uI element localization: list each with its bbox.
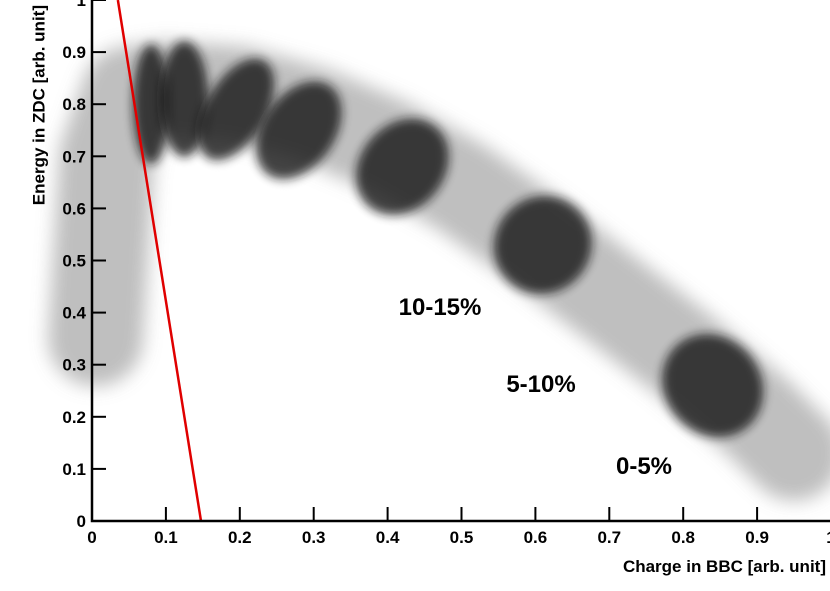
annotation: 10-15% [399,294,482,321]
density-cluster [160,40,209,157]
y-axis-label: Energy in ZDC [arb. unit] [29,5,48,205]
y-tick-label: 0.3 [62,356,86,375]
density-cluster [662,333,764,438]
y-tick-label: 0.5 [62,252,86,271]
x-tick-label: 0.4 [376,528,400,547]
annotation: 5-10% [506,371,575,398]
y-tick-label: 1 [77,0,86,10]
x-tick-label: 0.2 [228,528,252,547]
y-tick-label: 0.2 [62,408,86,427]
x-tick-label: 0.3 [302,528,326,547]
y-tick-label: 0.8 [62,95,86,114]
y-tick-label: 0.6 [62,199,86,218]
x-axis-label: Charge in BBC [arb. unit] [623,557,826,576]
density-cluster [355,118,449,215]
density-cluster [197,58,275,161]
y-tick-label: 0.7 [62,147,86,166]
x-tick-label: 1 [826,528,830,547]
plot-area [48,0,830,522]
x-tick-label: 0.7 [597,528,621,547]
annotation: 0-5% [616,453,672,480]
y-tick-label: 0.9 [62,43,86,62]
cut-line [116,0,203,522]
x-tick-label: 0.9 [745,528,769,547]
y-tick-label: 0.1 [62,460,86,479]
x-tick-label: 0 [87,528,96,547]
y-tick-label: 0.4 [62,304,86,323]
y-tick-label: 0 [77,512,86,531]
x-tick-label: 0.8 [671,528,695,547]
density-cluster [256,81,342,180]
x-tick-label: 0.6 [524,528,548,547]
x-tick-label: 0.1 [154,528,178,547]
density-cluster [493,195,592,294]
density-cluster [133,44,170,165]
x-tick-label: 0.5 [450,528,474,547]
